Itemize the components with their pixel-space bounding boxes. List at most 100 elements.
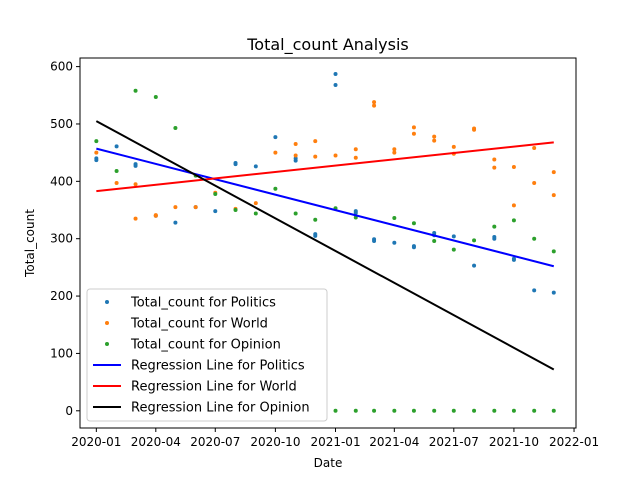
data-point [492,157,497,162]
legend-label: Total_count for Politics [130,296,276,311]
data-point [213,209,218,214]
data-point [333,82,338,87]
data-point [372,238,377,243]
data-point [173,125,178,130]
data-point [532,146,537,151]
data-point [532,408,537,413]
data-point [94,156,99,161]
y-tick-label: 0 [65,404,73,418]
data-point [511,257,516,262]
y-tick-label: 100 [50,346,73,360]
data-point [253,201,258,206]
data-point [273,150,278,155]
data-point [551,170,556,175]
data-point [353,147,358,152]
data-point [492,165,497,170]
data-point [551,290,556,295]
data-point [551,193,556,198]
data-point [472,238,477,243]
data-point [372,100,377,105]
legend: Total_count for Politics Total_count for … [86,288,328,422]
data-point [432,238,437,243]
legend-marker [105,321,109,325]
legend-box [86,288,328,422]
data-point [392,216,397,221]
data-point [432,138,437,143]
x-tick-label: 2022-01 [549,435,599,449]
data-point [492,224,497,229]
data-point [451,408,456,413]
data-point [233,162,238,167]
x-tick-label: 2020-04 [131,435,181,449]
data-point [153,95,158,100]
data-point [114,169,119,174]
data-point [492,236,497,241]
data-point [333,72,338,77]
x-tick-label: 2020-01 [71,435,121,449]
data-point [94,150,99,155]
legend-label: Total_count for World [130,317,268,332]
legend-label: Total_count for Opinion [130,338,281,353]
y-tick-label: 400 [50,174,73,188]
data-point [411,245,416,250]
y-axis: 0 100 200 300 400 500 600 [50,60,80,418]
data-point [293,211,298,216]
data-point [173,220,178,225]
data-point [432,408,437,413]
data-point [511,408,516,413]
data-point [313,139,318,144]
x-axis: 2020-01 2020-04 2020-07 2020-10 2021-01 2021-… [71,428,599,449]
data-point [153,213,158,218]
legend-marker [105,342,109,346]
data-point [213,191,218,196]
data-point [313,232,318,237]
x-axis-label: Date [314,456,343,470]
x-tick-label: 2020-10 [250,435,300,449]
data-point [233,208,238,213]
data-point [411,125,416,130]
data-point [133,216,138,221]
data-point [293,158,298,163]
data-point [293,142,298,147]
axes-frame [79,57,577,429]
data-point [411,221,416,226]
regression-line [96,141,554,193]
data-point [451,247,456,252]
data-point [333,153,338,158]
data-point [114,181,119,186]
y-tick-label: 200 [50,289,73,303]
data-point [133,162,138,167]
data-point [411,408,416,413]
data-point [532,236,537,241]
chart-title: Total_count Analysis [246,35,409,55]
data-point [472,126,477,131]
data-point [432,134,437,139]
data-point [492,408,497,413]
data-point [133,88,138,93]
data-point [313,154,318,159]
data-point [313,217,318,222]
data-point [353,408,358,413]
plot-area [94,72,556,413]
data-point [392,150,397,155]
data-point [273,135,278,140]
x-tick-label: 2021-07 [429,435,479,449]
y-tick-label: 600 [50,60,73,74]
data-point [353,155,358,160]
data-point [114,144,119,149]
data-point [94,139,99,144]
data-point [392,240,397,245]
legend-marker [105,300,109,304]
data-point [451,144,456,149]
regression-line [95,120,555,371]
regression-line [96,147,555,268]
data-point [293,153,298,158]
data-point [372,103,377,108]
data-point [532,181,537,186]
data-point [253,211,258,216]
legend-label: Regression Line for Politics [131,359,305,374]
data-point [472,408,477,413]
data-point [451,234,456,239]
data-point [511,164,516,169]
